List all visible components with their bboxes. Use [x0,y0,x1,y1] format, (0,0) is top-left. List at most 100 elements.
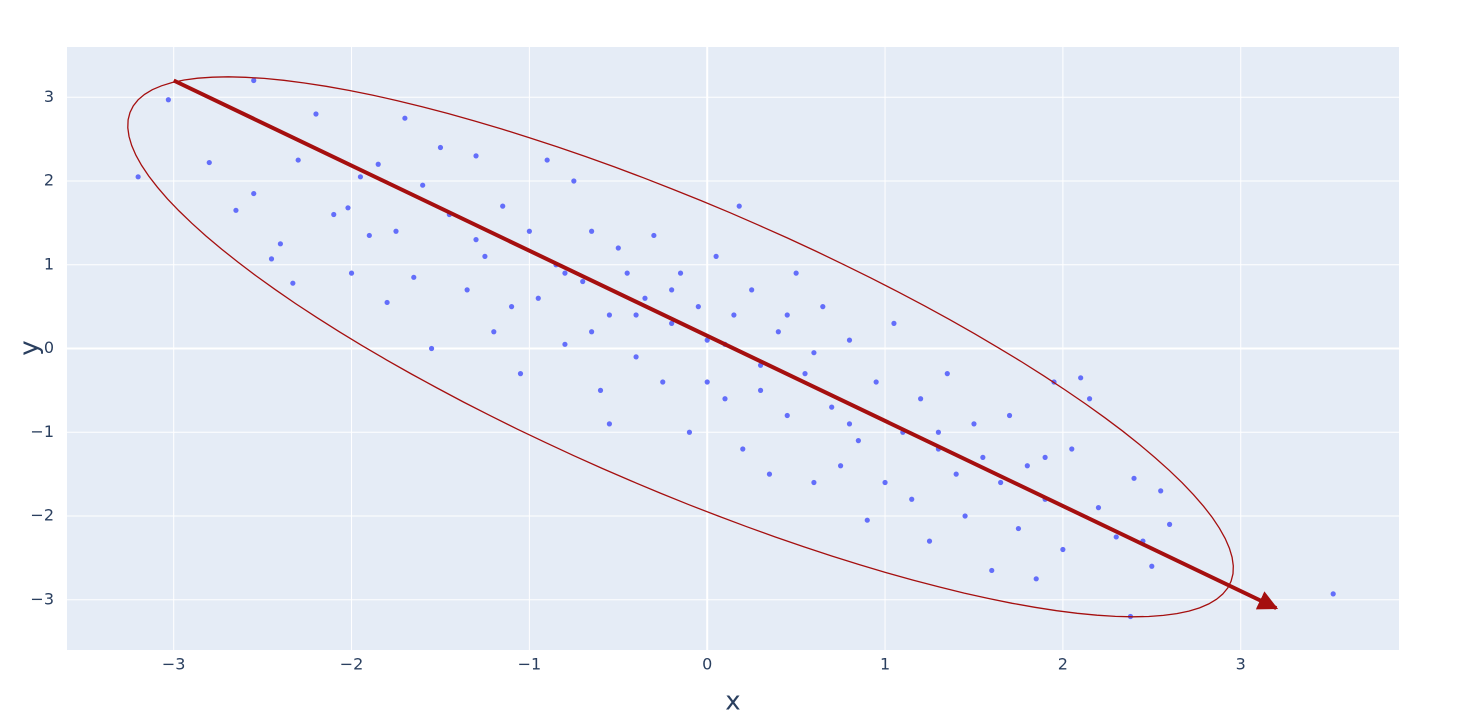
x-tick-label: 1 [880,655,890,674]
point [1033,576,1039,582]
point [491,329,497,335]
point [544,157,550,163]
point [846,421,853,427]
point [766,471,773,477]
arrow [172,78,1279,610]
point [989,567,995,574]
point [393,228,399,234]
x-tick-label: −1 [518,655,542,674]
point [935,429,942,435]
point [1095,505,1102,511]
point [882,479,888,486]
point [846,337,853,343]
point [345,205,351,211]
point [864,517,870,523]
point [464,287,470,293]
point [704,337,710,343]
point [651,232,657,239]
point [251,190,257,197]
point [135,174,141,180]
point [473,237,479,243]
point [811,479,817,486]
point [348,270,355,276]
point [713,253,719,259]
point [437,144,444,151]
point [909,496,915,502]
x-axis-title: x [725,687,740,717]
point [971,421,977,427]
point [165,97,171,103]
point [268,256,275,262]
point [855,438,861,444]
point [837,463,844,469]
point [1330,591,1336,597]
point [962,513,968,519]
point [784,312,790,318]
point [793,270,799,276]
point [482,253,488,259]
point [526,228,532,234]
ellipse [127,76,1234,618]
point [206,159,212,166]
point [784,412,790,419]
y-tick-label: 1 [44,254,54,273]
point [313,111,319,117]
point [731,312,737,318]
point [1131,475,1137,481]
point [1024,463,1030,469]
point [411,274,417,280]
point [535,295,541,301]
point [811,350,817,356]
point [695,304,701,310]
y-tick-label: −2 [30,506,54,525]
point [757,387,764,393]
y-axis-title: y [15,340,45,355]
point [722,396,728,402]
point [1113,534,1119,540]
point [580,278,586,285]
point [736,203,742,209]
point [1060,546,1066,553]
point [277,241,284,247]
point [660,379,666,385]
point [1006,412,1013,419]
point [1158,488,1164,494]
point [295,157,301,163]
point [366,232,372,239]
x-tick-label: 2 [1058,655,1068,674]
y-tick-label: 0 [44,338,54,357]
point [1086,396,1093,402]
point [926,538,933,544]
point [1042,454,1048,460]
point [428,345,435,352]
point [1015,525,1022,532]
point [802,371,808,377]
point [589,228,595,234]
point [642,295,648,301]
point [820,304,826,310]
point [1069,446,1075,452]
point [500,203,506,209]
y-tick-label: 3 [44,87,54,106]
point [290,280,296,286]
point [589,329,595,335]
point [953,471,959,477]
point [624,270,630,276]
point [998,479,1004,486]
point [571,178,577,184]
point [473,153,479,159]
point [1078,375,1084,381]
point [891,320,897,326]
point [980,454,986,460]
point [375,161,381,167]
point [677,270,684,276]
point [829,404,835,410]
point [686,429,693,435]
point [873,379,879,385]
y-tick-label: −1 [30,422,54,441]
point [704,379,710,385]
point [944,371,950,377]
point [775,329,781,335]
point [740,446,746,452]
